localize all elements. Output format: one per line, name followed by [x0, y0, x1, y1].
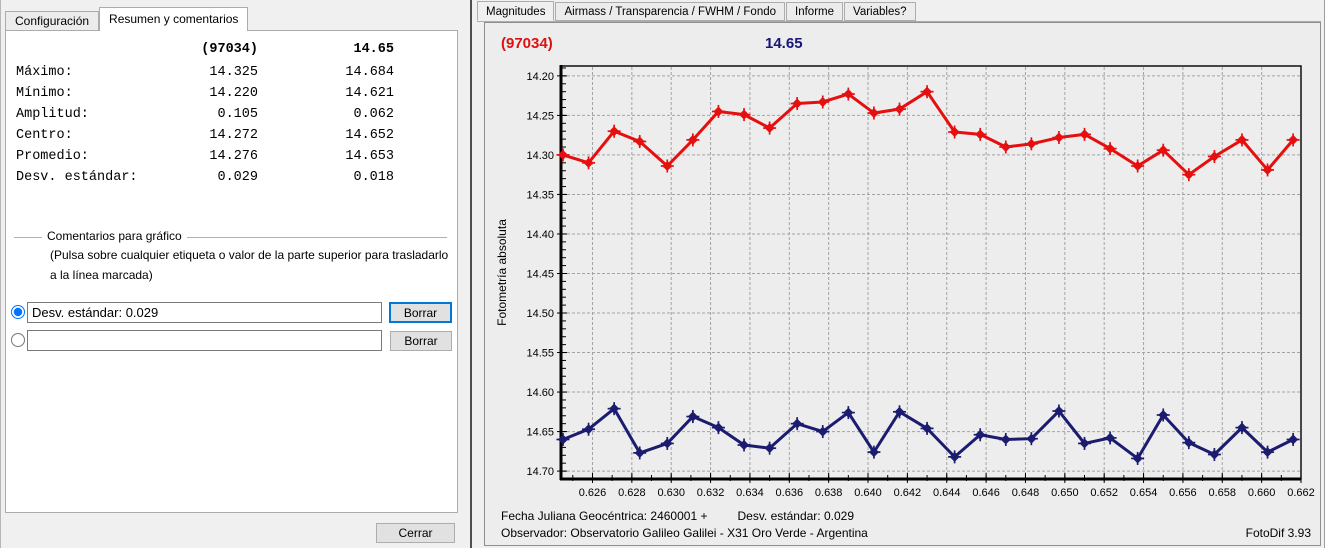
stats-header-row: (97034) 14.65	[16, 37, 394, 62]
stat-value[interactable]: 14.684	[345, 65, 394, 80]
stats-row-amplitud: Amplitud: 0.105 0.062	[16, 104, 394, 125]
svg-text:Fotometría absoluta: Fotometría absoluta	[495, 219, 509, 326]
stats-header-spacer	[16, 37, 186, 62]
stat-label[interactable]: Desv. estándar:	[16, 170, 138, 185]
comment-radio-1[interactable]	[11, 305, 25, 319]
svg-text:0.628: 0.628	[618, 487, 646, 499]
svg-text:14.70: 14.70	[526, 466, 554, 478]
svg-text:0.660: 0.660	[1248, 487, 1276, 499]
close-button[interactable]: Cerrar	[376, 523, 455, 543]
clear-comment-2-button[interactable]: Borrar	[390, 331, 452, 351]
stats-header-comparison[interactable]: 14.65	[353, 42, 394, 57]
svg-text:14.20: 14.20	[526, 71, 554, 83]
comment-input-2[interactable]	[27, 330, 382, 351]
stats-row-desv-estandar: Desv. estándar: 0.029 0.018	[16, 167, 394, 188]
clear-comment-1-button[interactable]: Borrar	[389, 302, 452, 323]
svg-text:14.55: 14.55	[526, 348, 554, 360]
chart-window: Magnitudes Airmass / Transparencia / FWHM…	[470, 0, 1325, 548]
left-tab-bar: Configuración Resumen y comentarios	[5, 7, 249, 31]
svg-text:0.632: 0.632	[697, 487, 725, 499]
tab-airmass-transparencia-fwhm-fondo[interactable]: Airmass / Transparencia / FWHM / Fondo	[555, 2, 786, 21]
stat-value[interactable]: 14.652	[345, 128, 394, 143]
comments-groupbox-title: Comentarios para gráfico	[42, 229, 187, 243]
chart-footer-line1: Fecha Juliana Geocéntrica: 2460001 + Desv…	[501, 509, 854, 523]
observer-label: Observador: Observatorio Galileo Galilei…	[501, 526, 868, 540]
stats-row-maximo: Máximo: 14.325 14.684	[16, 62, 394, 83]
svg-text:0.662: 0.662	[1287, 487, 1315, 499]
stat-value[interactable]: 14.220	[209, 86, 258, 101]
comments-hint-line2: a la línea marcada)	[50, 268, 153, 282]
stats-row-promedio: Promedio: 14.276 14.653	[16, 146, 394, 167]
stat-value[interactable]: 14.276	[209, 149, 258, 164]
comments-hint-line1: (Pulsa sobre cualquier etiqueta o valor …	[50, 248, 449, 262]
svg-text:0.648: 0.648	[1012, 487, 1040, 499]
stat-value[interactable]: 14.325	[209, 65, 258, 80]
svg-text:14.60: 14.60	[526, 387, 554, 399]
summary-window: Configuración Resumen y comentarios (9703…	[0, 0, 471, 548]
tab-variables[interactable]: Variables?	[844, 2, 916, 21]
tab-magnitudes[interactable]: Magnitudes	[477, 1, 555, 21]
chart-object-label[interactable]: (97034)	[501, 35, 553, 52]
stat-value[interactable]: 0.029	[217, 170, 258, 185]
stat-label[interactable]: Promedio:	[16, 149, 89, 164]
svg-text:14.25: 14.25	[526, 110, 554, 122]
stat-value[interactable]: 14.621	[345, 86, 394, 101]
chart-panel: 14.20 14.25 14.30 14.35 14.40 14.45 14.50 14.55…	[484, 22, 1321, 546]
comments-groupbox-line	[14, 237, 447, 238]
svg-text:0.636: 0.636	[776, 487, 804, 499]
stats-header-object[interactable]: (97034)	[201, 42, 258, 57]
stat-label[interactable]: Mínimo:	[16, 86, 73, 101]
svg-text:0.640: 0.640	[854, 487, 882, 499]
svg-text:0.642: 0.642	[894, 487, 922, 499]
svg-text:0.658: 0.658	[1209, 487, 1237, 499]
tab-resumen-comentarios[interactable]: Resumen y comentarios	[99, 7, 249, 31]
svg-text:0.650: 0.650	[1051, 487, 1079, 499]
stats-row-minimo: Mínimo: 14.220 14.621	[16, 83, 394, 104]
right-tab-bar: Magnitudes Airmass / Transparencia / FWHM…	[477, 0, 1321, 22]
stats-row-centro: Centro: 14.272 14.652	[16, 125, 394, 146]
svg-text:14.40: 14.40	[526, 229, 554, 241]
comment-radio-2[interactable]	[11, 333, 25, 347]
stat-value[interactable]: 14.653	[345, 149, 394, 164]
svg-text:0.656: 0.656	[1169, 487, 1197, 499]
svg-text:14.45: 14.45	[526, 268, 554, 280]
stat-value[interactable]: 14.272	[209, 128, 258, 143]
stat-label[interactable]: Amplitud:	[16, 107, 89, 122]
svg-text:0.634: 0.634	[736, 487, 764, 499]
svg-text:14.35: 14.35	[526, 189, 554, 201]
comment-input-1[interactable]	[27, 302, 382, 323]
svg-text:14.50: 14.50	[526, 308, 554, 320]
svg-text:0.638: 0.638	[815, 487, 843, 499]
stats-table: (97034) 14.65 Máximo: 14.325 14.684 Míni…	[16, 37, 394, 188]
svg-text:0.630: 0.630	[657, 487, 685, 499]
lightcurve-chart: 14.20 14.25 14.30 14.35 14.40 14.45 14.50 14.55…	[495, 65, 1315, 499]
svg-text:0.646: 0.646	[972, 487, 1000, 499]
stat-value[interactable]: 0.018	[353, 170, 394, 185]
stat-label[interactable]: Máximo:	[16, 65, 73, 80]
app-version-label: FotoDif 3.93	[1245, 526, 1311, 540]
julian-date-label: Fecha Juliana Geocéntrica: 2460001 +	[501, 509, 708, 523]
stat-label[interactable]: Centro:	[16, 128, 73, 143]
chart-comment-text: Desv. estándar: 0.029	[737, 509, 854, 523]
stat-value[interactable]: 0.105	[217, 107, 258, 122]
chart-comparison-label[interactable]: 14.65	[765, 35, 803, 52]
svg-text:14.65: 14.65	[526, 427, 554, 439]
svg-text:14.30: 14.30	[526, 150, 554, 162]
tab-configuracion[interactable]: Configuración	[5, 11, 100, 31]
svg-text:0.626: 0.626	[579, 487, 607, 499]
svg-text:0.654: 0.654	[1130, 487, 1158, 499]
svg-text:0.644: 0.644	[933, 487, 961, 499]
stat-value[interactable]: 0.062	[353, 107, 394, 122]
svg-text:0.652: 0.652	[1090, 487, 1118, 499]
tab-informe[interactable]: Informe	[786, 2, 844, 21]
summary-tab-page: (97034) 14.65 Máximo: 14.325 14.684 Míni…	[5, 30, 458, 513]
